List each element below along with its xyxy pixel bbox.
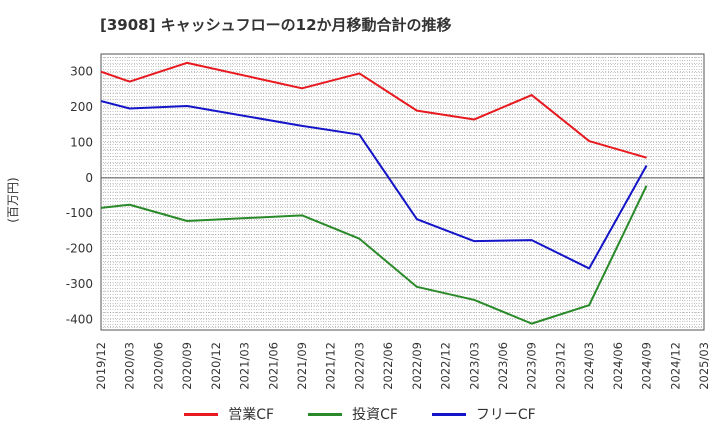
x-tick-label: 2024/06 (611, 342, 625, 390)
x-tick-label: 2021/12 (324, 342, 338, 390)
x-tick-label: 2021/06 (266, 342, 280, 390)
x-tick-label: 2020/03 (123, 342, 137, 390)
legend-item-2: フリーCF (431, 404, 536, 424)
series-line-1 (100, 185, 648, 325)
x-tick-label: 2023/09 (525, 342, 539, 390)
chart-title: [3908] キャッシュフローの12か月移動合計の推移 (100, 16, 452, 34)
legend-swatch (308, 412, 343, 416)
legend-item-0: 営業CF (184, 404, 274, 424)
x-tick-label: 2024/03 (582, 342, 596, 390)
x-tick-label: 2024/09 (640, 342, 654, 390)
y-tick-label: -300 (66, 277, 93, 291)
x-tick-label: 2022/12 (439, 342, 453, 390)
y-tick-label: -100 (66, 206, 93, 220)
legend-swatch (431, 412, 466, 416)
x-tick-label: 2021/03 (238, 342, 252, 390)
series-line-0 (100, 61, 647, 159)
x-tick-label: 2025/03 (697, 342, 711, 390)
axis-layer: 300 200 100 0 -100 -200 -300 -400 2019/12 2020/03… (66, 65, 711, 390)
x-tick-label: 2020/12 (209, 342, 223, 390)
y-tick-label: -400 (66, 312, 93, 326)
grid-layer (100, 53, 705, 331)
x-tick-label: 2020/09 (180, 342, 194, 390)
x-tick-label: 2022/09 (410, 342, 424, 390)
x-tick-label: 2022/03 (352, 342, 366, 390)
x-tick-label: 2023/12 (553, 342, 567, 390)
x-tick-label: 2024/12 (668, 342, 682, 390)
x-tick-label: 2023/06 (496, 342, 510, 390)
x-tick-label: 2020/06 (151, 342, 165, 390)
legend-swatch (184, 412, 219, 416)
y-axis-label: (百万円) (6, 177, 20, 222)
legend-label: 営業CF (228, 407, 275, 423)
y-tick-label: 200 (70, 100, 93, 114)
series-layer (100, 61, 648, 325)
legend: 営業CF 投資CF フリーCF (0, 404, 720, 424)
x-tick-label: 2019/12 (94, 342, 108, 390)
x-tick-label: 2021/09 (295, 342, 309, 390)
y-tick-label: 300 (70, 65, 93, 79)
y-tick-label: 0 (85, 171, 93, 185)
x-tick-label: 2022/06 (381, 342, 395, 390)
y-tick-label: -200 (66, 242, 93, 256)
legend-label: フリーCF (475, 407, 536, 423)
legend-item-1: 投資CF (308, 404, 398, 424)
series-line-2 (100, 100, 648, 270)
legend-label: 投資CF (352, 407, 398, 423)
y-tick-label: 100 (70, 135, 93, 149)
x-tick-label: 2023/03 (467, 342, 481, 390)
